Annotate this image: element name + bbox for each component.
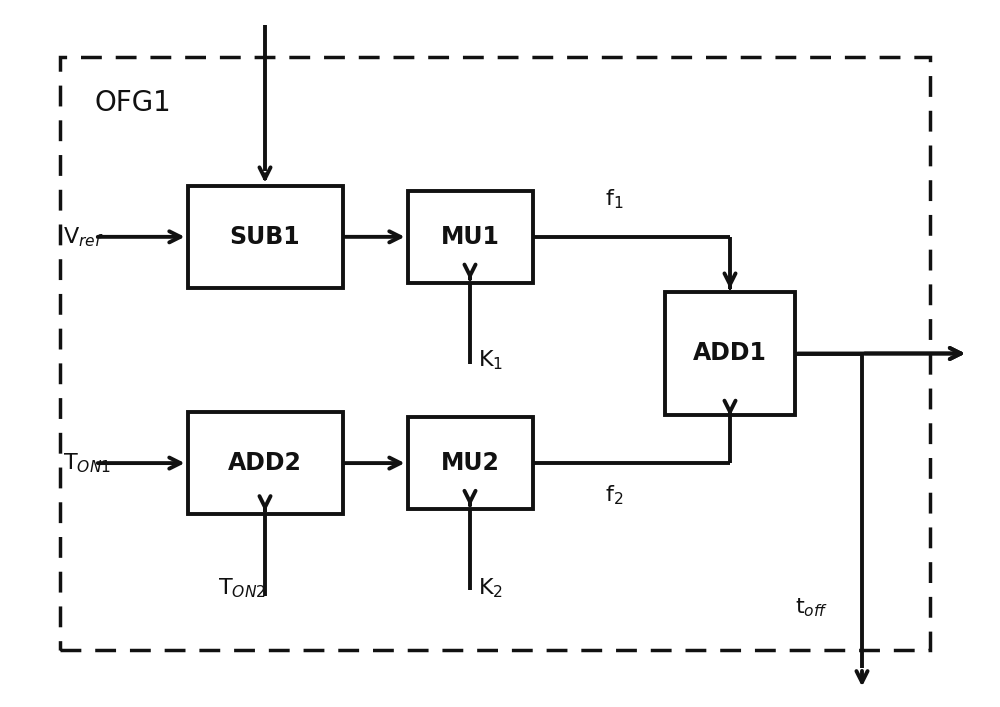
Text: V$_{ref}$: V$_{ref}$ bbox=[63, 225, 104, 249]
Text: T$_{ON1}$: T$_{ON1}$ bbox=[63, 451, 111, 475]
Bar bbox=[60, 57, 930, 650]
Text: OFG1: OFG1 bbox=[95, 88, 172, 117]
Bar bbox=[188, 185, 342, 288]
Bar bbox=[408, 191, 532, 283]
Bar bbox=[408, 417, 532, 509]
Bar bbox=[665, 292, 795, 416]
Text: T$_{ON2}$: T$_{ON2}$ bbox=[218, 576, 266, 600]
Text: K$_1$: K$_1$ bbox=[478, 349, 503, 373]
Text: SUB1: SUB1 bbox=[230, 225, 300, 249]
Text: ADD2: ADD2 bbox=[228, 451, 302, 475]
Text: ADD1: ADD1 bbox=[693, 341, 767, 366]
Bar bbox=[188, 411, 342, 515]
Text: MU2: MU2 bbox=[441, 451, 499, 475]
Text: MU1: MU1 bbox=[441, 225, 499, 249]
Text: f$_1$: f$_1$ bbox=[605, 187, 623, 211]
Text: t$_{off}$: t$_{off}$ bbox=[795, 597, 828, 619]
Text: K$_2$: K$_2$ bbox=[478, 576, 503, 600]
Text: f$_2$: f$_2$ bbox=[605, 483, 623, 507]
